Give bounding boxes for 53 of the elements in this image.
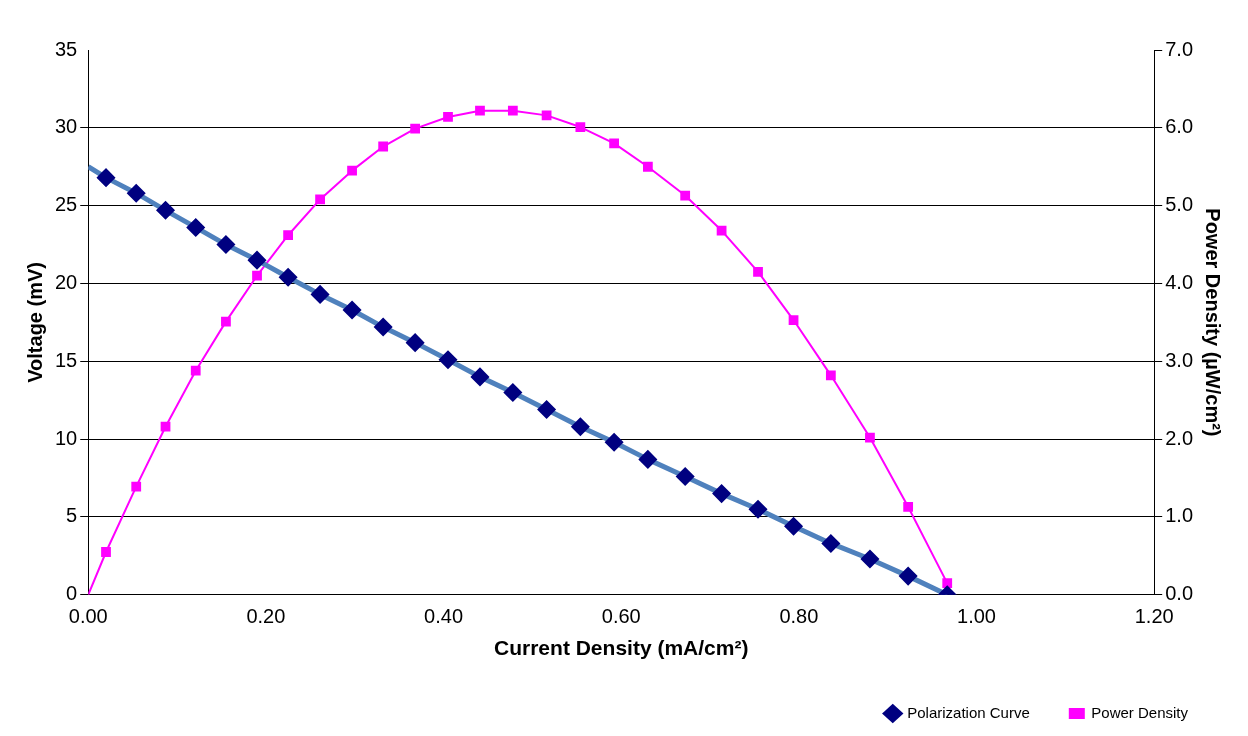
y2-tick-label: 4.0 [1165, 271, 1194, 293]
y2-tick-label: 1.0 [1165, 504, 1194, 527]
y-tick-label: 5 [66, 504, 78, 527]
point [475, 105, 485, 116]
x-tick-label: 1.00 [957, 605, 997, 628]
y2-tick-label: 0.0 [1165, 582, 1194, 605]
y-tick-label: 20 [55, 271, 78, 293]
x-tick-label: 1.20 [1134, 605, 1174, 628]
x-tick-label: 0.80 [779, 605, 819, 628]
y2-axis-title: Power Density (µW/cm²) [1202, 208, 1225, 437]
y2-tick-label: 2.0 [1165, 426, 1194, 449]
point [221, 316, 231, 327]
x-tick-label: 0.60 [601, 605, 641, 628]
point [865, 432, 875, 443]
point [942, 578, 953, 589]
point [252, 270, 262, 281]
y-tick-label: 0 [66, 582, 78, 605]
point [825, 370, 836, 381]
point [541, 110, 552, 121]
point [315, 194, 325, 205]
point [410, 123, 421, 134]
point [443, 112, 453, 122]
x-axis-title: Current Density (mA/cm²) [494, 636, 749, 660]
point [507, 105, 518, 116]
y-tick-label: 30 [55, 115, 78, 138]
y2-tick-label: 7.0 [1165, 37, 1194, 60]
y2-tick-label: 6.0 [1165, 115, 1194, 138]
point [101, 547, 111, 557]
x-tick-label: 0.40 [424, 605, 464, 628]
y-tick-label: 35 [55, 37, 78, 60]
y-axis-title: Voltage (mV) [23, 262, 46, 383]
point [160, 421, 171, 432]
point [131, 481, 142, 492]
y2-tick-label: 5.0 [1165, 193, 1194, 216]
point [642, 161, 653, 172]
y2-tick-label: 3.0 [1165, 348, 1194, 371]
point [575, 122, 586, 132]
x-tick-label: 0.00 [68, 605, 108, 628]
point [347, 165, 357, 176]
point [788, 315, 799, 325]
y-tick-label: 15 [55, 348, 78, 371]
point [283, 230, 293, 241]
point [903, 501, 914, 512]
legend-label: Power Density [1091, 703, 1189, 721]
point [190, 365, 201, 376]
legend-label: Polarization Curve [907, 703, 1030, 721]
x-tick-label: 0.20 [246, 605, 286, 628]
y-tick-label: 25 [55, 193, 78, 216]
point [753, 266, 763, 277]
point [680, 190, 691, 201]
point [378, 141, 389, 152]
point [609, 138, 619, 149]
y-tick-label: 10 [55, 426, 78, 449]
